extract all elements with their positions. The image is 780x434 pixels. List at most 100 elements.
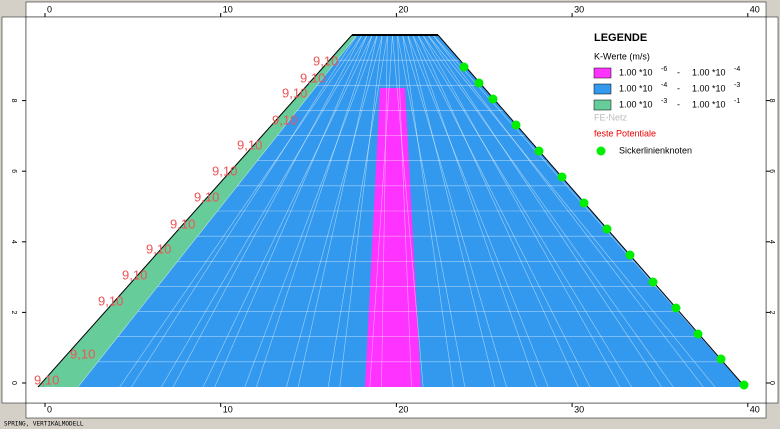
x-tick-label: 40 [750,404,760,414]
legend-items: 1.00 *10 -6 - 1.00 *10 -4 1.00 *10 -4 - 1.00 *10… [593,66,740,111]
left-ruler [1,16,27,404]
mesh-line [172,34,363,388]
legend-seepage: Sickerlinienknoten [619,145,692,155]
y-tick-label: 6 [768,169,775,173]
right-ruler [765,16,779,404]
mesh-line [397,34,466,388]
seepage-node [716,354,726,364]
potential-labels: 9,109,109,109,109,109,109,109,109,109,10… [34,53,338,387]
mesh-line [327,34,388,388]
fe-mesh [77,34,746,388]
potential-label: 9,10 [272,112,297,127]
potential-label: 9,10 [212,163,237,178]
legend-from-exp: -6 [661,66,667,73]
potential-label: 9,10 [282,85,307,100]
x-tick-label: 10 [223,4,233,14]
mesh-line [407,34,496,388]
filter-zone [38,35,357,387]
x-tick-label: 30 [574,4,584,14]
legend-from: 1.00 *10 [619,67,653,77]
legend-dash: - [677,99,680,109]
mesh-line [427,34,716,388]
mesh-line [297,34,378,388]
legend-potentials: feste Potentiale [594,128,656,138]
potential-label: 9,10 [194,189,219,204]
upstream-edge [37,34,353,388]
legend-to-exp: -3 [734,82,740,89]
seepage-node [648,277,658,287]
seepage-node [602,224,612,234]
y-tick-label: 2 [768,310,775,314]
x-tick-label: 40 [750,4,760,14]
mesh-line [402,34,507,388]
legend-swatch [593,83,612,95]
mesh-line [422,34,621,388]
legend-subtitle: K-Werte (m/s) [594,51,650,61]
y-tick-label: 0 [10,381,17,385]
x-tick-label: 0 [47,4,52,14]
seepage-node [693,329,703,339]
legend-dash: - [677,83,680,93]
legend-dash: - [677,67,680,77]
y-tick-label: 4 [10,240,17,244]
mesh-line [397,34,412,388]
legend-to-exp: -4 [734,66,740,73]
legend-mesh: FE-Netz [594,112,628,122]
x-tick-label: 0 [47,404,52,414]
mesh-line [392,34,424,388]
legend-from-exp: -4 [661,82,667,89]
legend-swatch [593,99,612,111]
mesh-line [131,34,358,388]
potential-label: 9,10 [70,346,95,361]
seepage-node [739,380,749,390]
legend-to: 1.00 *10 [692,67,726,77]
mesh-line [432,34,746,388]
mesh-line [412,34,537,388]
mesh-line [244,34,378,388]
y-tick-label: 8 [10,99,17,103]
mesh-line [417,34,579,388]
potential-label: 9,10 [300,70,325,85]
seepage-nodes [459,62,749,390]
core [365,88,421,387]
mesh-line [256,34,373,388]
x-tick-label: 20 [398,4,408,14]
seepage-node [625,250,635,260]
mesh-line [402,34,454,388]
seepage-node [488,94,498,104]
mesh-line [339,34,383,388]
mesh-line [77,34,358,388]
seepage-node [511,120,521,130]
seepage-node [557,172,567,182]
mesh-line [214,34,368,388]
potential-label: 9,10 [170,216,195,231]
y-tick-label: 8 [768,99,775,103]
mesh-line [161,34,368,388]
seepage-node [671,303,681,313]
x-tick-label: 10 [223,404,233,414]
seepage-node [579,198,589,208]
x-tick-label: 30 [574,404,584,414]
potential-label: 9,10 [146,241,171,256]
potential-label: 9,10 [98,293,123,308]
downstream-edge [437,34,746,388]
mesh-line [412,34,591,388]
legend-from: 1.00 *10 [619,83,653,93]
legend-to: 1.00 *10 [692,83,726,93]
potential-label: 9,10 [237,137,262,152]
legend-from: 1.00 *10 [619,99,653,109]
legend-to: 1.00 *10 [692,99,726,109]
footer: SPRING, VERTIKALMODELL [4,421,84,428]
potential-label: 9,10 [122,267,147,282]
y-tick-label: 4 [768,240,775,244]
mesh-line [427,34,662,388]
legend: LEGENDE K-Werte (m/s) 1.00 *10 -6-1.00 *1… [593,32,740,156]
mesh-line [417,34,632,388]
x-tick-label: 20 [398,404,408,414]
mesh-line [407,34,549,388]
mesh-line [432,34,704,388]
legend-title: LEGENDE [594,32,647,44]
y-tick-label: 6 [10,169,17,173]
potential-label: 9,10 [313,53,338,68]
